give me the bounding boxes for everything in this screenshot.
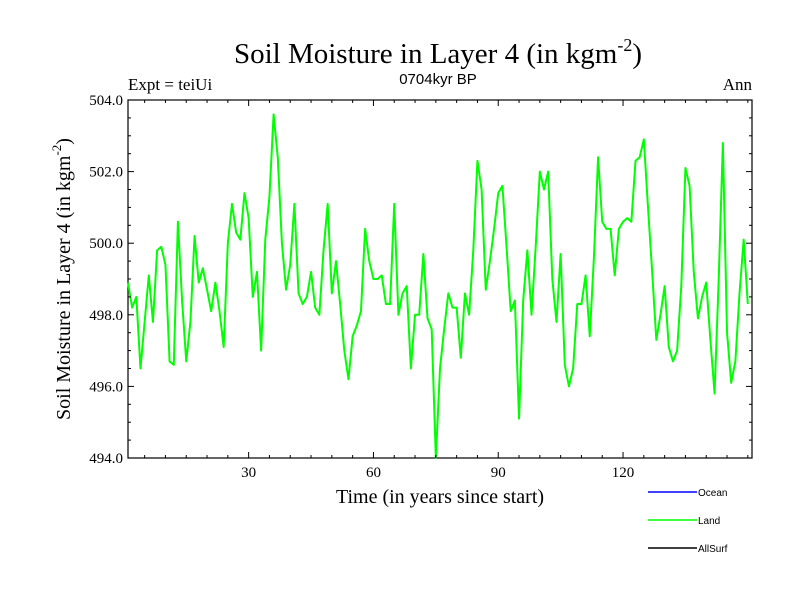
legend-label-land: Land (698, 516, 720, 527)
y-axis-label: Soil Moisture in Layer 4 (in kgm-2) (49, 138, 75, 420)
legend-label-ocean: Ocean (698, 488, 727, 499)
plot-frame (127, 99, 753, 459)
series-line-land (127, 113, 749, 459)
y-axis-ticks: 494.0 496.0 498.0 500.0 502.0 504.0 (89, 93, 752, 467)
y-tick-label: 496.0 (89, 379, 123, 395)
x-axis-label: Time (in years since start) (336, 486, 544, 508)
y-tick-label: 494.0 (89, 451, 123, 467)
experiment-label: Expt = teiUi (128, 75, 212, 94)
y-tick-label: 504.0 (89, 93, 123, 109)
legend-label-allsurf: AllSurf (698, 544, 728, 555)
chart-subtitle: 0704kyr BP (399, 71, 477, 88)
x-tick-label: 60 (366, 465, 381, 481)
x-tick-label: 120 (612, 465, 635, 481)
series-group (127, 113, 749, 459)
chart-title: Soil Moisture in Layer 4 (in kgm-2) (234, 35, 642, 70)
season-label: Ann (723, 75, 753, 94)
legend: Ocean Land AllSurf (648, 488, 728, 555)
y-tick-label: 502.0 (89, 165, 123, 181)
x-tick-label: 90 (491, 465, 506, 481)
x-axis-ticks: 30 60 90 120 (144, 100, 749, 481)
y-tick-label: 500.0 (89, 236, 123, 252)
y-tick-label: 498.0 (89, 308, 123, 324)
x-tick-label: 30 (241, 465, 256, 481)
